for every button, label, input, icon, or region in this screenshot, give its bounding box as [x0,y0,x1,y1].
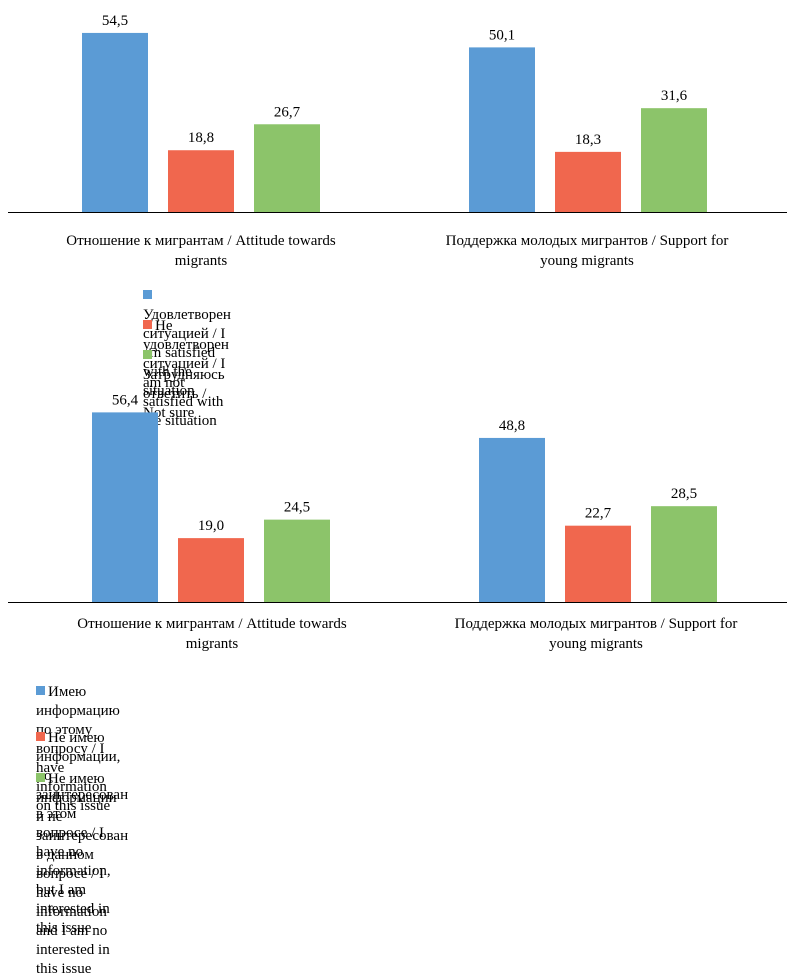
legend-label: Удовлетворен ситуацией / I am satisfied … [143,307,231,399]
legend-swatch [36,686,45,695]
data-label: 31,6 [661,88,688,104]
data-label: 28,5 [671,486,697,502]
data-label: 19,0 [198,518,224,534]
legend-item-not-satisfied: Не удовлетворен ситуацией / I am not sat… [143,317,229,431]
data-label: 18,3 [575,132,601,148]
data-label: 54,5 [102,13,128,29]
bar [565,525,631,602]
category-label: Отношение к мигрантам / Attitude towards [66,233,336,249]
chart-satisfaction: 54,5 50,1 18,8 18,3 26,7 31,6 Отношение к мигр… [8,13,787,269]
legend-swatch [36,773,45,782]
bar [82,32,148,212]
legend-label: Не имею информации и не заинтересован в … [36,771,129,939]
bar [178,538,244,602]
bar [479,437,545,602]
data-label: 56,4 [112,392,139,408]
data-label: 26,7 [274,104,301,120]
bar [254,124,320,212]
category-label: Отношение к мигрантам / Attitude towards [77,616,347,632]
data-label: 48,8 [499,418,525,434]
category-label: migrants [186,636,239,652]
data-label: 18,8 [188,130,214,146]
category-label: young migrants [549,636,643,652]
data-label: 50,1 [489,27,515,43]
bar [469,47,535,213]
chart-information: 56,4 48,8 19,0 22,7 24,5 28,5 Отношение к мигр… [8,392,787,652]
bar [651,506,717,602]
category-label: Поддержка молодых мигрантов / Support fo… [455,616,738,632]
legend-swatch [143,350,152,359]
legend-label-cont: interested in this issue [36,942,110,977]
bar [555,151,621,212]
legend-swatch [143,290,152,299]
category-label: migrants [175,253,228,269]
bar [92,412,158,602]
legend-item-no-info-not-interested: Не имею информации и не заинтересован в … [36,770,128,979]
legend-swatch [36,732,45,741]
category-label: young migrants [540,253,634,269]
legend-label: Не удовлетворен ситуацией / I am not sat… [143,318,229,429]
data-label: 22,7 [585,506,612,522]
legend-item-satisfied: Удовлетворен ситуацией / I am satisfied … [143,287,231,401]
category-label: Поддержка молодых мигрантов / Support fo… [446,233,729,249]
data-label: 24,5 [284,500,310,516]
legend-swatch [143,320,152,329]
bar [168,150,234,212]
bar [641,108,707,212]
bar [264,519,330,602]
